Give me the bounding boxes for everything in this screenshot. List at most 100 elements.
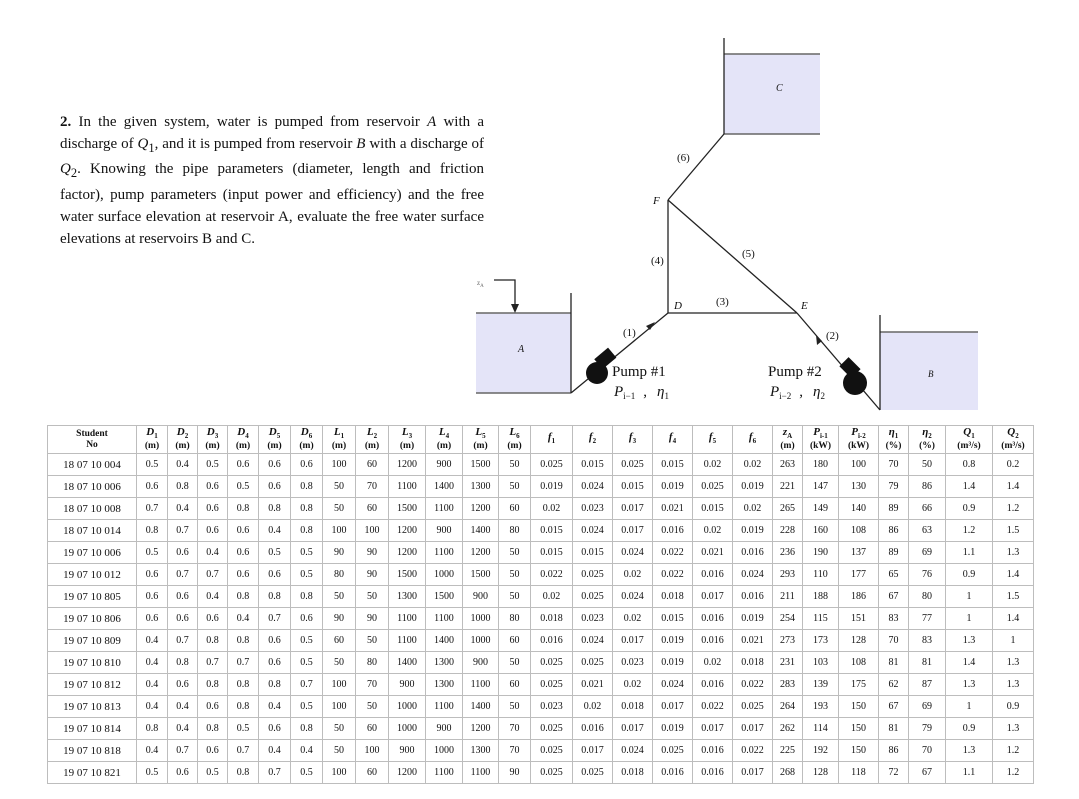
table-cell: 0.8 [258, 585, 291, 608]
table-cell: 0.022 [732, 673, 773, 696]
table-cell: 69 [908, 541, 946, 564]
header-l5: L5 (m) [462, 425, 499, 454]
table-cell: 0.016 [692, 673, 733, 696]
table-cell: 0.019 [652, 651, 693, 674]
reservoir-a-ref: A [427, 114, 437, 130]
table-cell: 0.6 [227, 519, 259, 542]
table-cell: 65 [878, 563, 909, 586]
table-cell: 60 [355, 497, 389, 520]
table-cell: 0.6 [258, 453, 291, 476]
table-cell: 80 [908, 585, 946, 608]
table-cell: 0.024 [612, 541, 653, 564]
table-header-row: Student No D1 (m) D2 (m) D3 (m) D4 (m) D5 (m) D6 (m) L… [47, 425, 1034, 454]
table-cell: 0.025 [652, 739, 693, 762]
table-cell: 70 [878, 629, 909, 652]
table-cell: 1 [992, 629, 1034, 652]
table-row: 19 07 10 805 0.6 0.6 0.4 0.8 0.8 0.8 50 50 1300 15… [47, 585, 1034, 608]
student-no-cell: 19 07 10 012 [47, 563, 137, 586]
table-cell: 1200 [388, 519, 426, 542]
table-cell: 0.6 [167, 541, 198, 564]
table-cell: 175 [838, 673, 879, 696]
table-cell: 0.6 [197, 519, 228, 542]
table-cell: 0.6 [227, 563, 259, 586]
table-cell: 900 [388, 739, 426, 762]
header-pi2: Pi-2 (kW) [838, 425, 879, 454]
table-cell: 114 [802, 717, 839, 740]
table-cell: 0.7 [290, 673, 323, 696]
table-cell: 0.5 [227, 475, 259, 498]
table-cell: 0.5 [258, 541, 291, 564]
za-arrow [494, 279, 516, 309]
table-cell: 1200 [462, 717, 499, 740]
table-cell: 0.015 [652, 453, 693, 476]
table-cell: 62 [878, 673, 909, 696]
table-cell: 1400 [425, 475, 463, 498]
table-cell: 0.024 [572, 629, 613, 652]
student-no-cell: 18 07 10 006 [47, 475, 137, 498]
table-cell: 89 [878, 541, 909, 564]
table-cell: 1.5 [992, 585, 1034, 608]
table-cell: 0.4 [136, 651, 168, 674]
table-cell: 50 [355, 629, 389, 652]
table-cell: 0.025 [572, 651, 613, 674]
student-no-cell: 19 07 10 006 [47, 541, 137, 564]
table-cell: 0.6 [136, 563, 168, 586]
table-cell: 0.5 [136, 453, 168, 476]
table-cell: 1 [945, 585, 993, 608]
table-row: 19 07 10 012 0.6 0.7 0.7 0.6 0.6 0.5 80 90 1500 10… [47, 563, 1034, 586]
table-cell: 50 [498, 453, 531, 476]
table-cell: 0.6 [167, 673, 198, 696]
table-cell: 81 [878, 717, 909, 740]
table-cell: 1400 [388, 651, 426, 674]
table-cell: 0.2 [992, 453, 1034, 476]
node-f-label: F [652, 195, 660, 207]
header-d5: D5 (m) [258, 425, 291, 454]
table-cell: 0.8 [227, 497, 259, 520]
table-cell: 1.2 [992, 497, 1034, 520]
table-cell: 1300 [388, 585, 426, 608]
table-cell: 0.018 [652, 585, 693, 608]
header-l2: L2 (m) [355, 425, 389, 454]
table-cell: 0.8 [227, 585, 259, 608]
reservoir-b-ref: B [356, 135, 366, 152]
table-cell: 1.2 [992, 739, 1034, 762]
table-cell: 100 [322, 519, 356, 542]
table-cell: 0.4 [197, 585, 228, 608]
table-cell: 0.9 [945, 563, 993, 586]
table-cell: 0.018 [530, 607, 573, 630]
table-cell: 69 [908, 695, 946, 718]
table-cell: 0.6 [227, 453, 259, 476]
table-cell: 262 [772, 717, 803, 740]
table-cell: 50 [498, 563, 531, 586]
table-cell: 0.023 [572, 497, 613, 520]
header-d1: D1 (m) [136, 425, 168, 454]
table-cell: 0.025 [530, 761, 573, 784]
table-cell: 0.4 [290, 739, 323, 762]
table-cell: 0.5 [136, 761, 168, 784]
table-row: 19 07 10 813 0.4 0.4 0.6 0.8 0.4 0.5 100 50 1000 1… [47, 695, 1034, 718]
table-cell: 60 [322, 629, 356, 652]
q-sub: 2 [70, 166, 78, 181]
table-cell: 0.017 [612, 497, 653, 520]
table-cell: 0.9 [945, 497, 993, 520]
table-cell: 0.6 [258, 475, 291, 498]
table-row: 18 07 10 014 0.8 0.7 0.6 0.6 0.4 0.8 100 100 1200… [47, 519, 1034, 542]
table-cell: 0.8 [945, 453, 993, 476]
header-pi1: Pi-1 (kW) [802, 425, 839, 454]
pipe-1-label: (1) [623, 327, 636, 339]
table-cell: 1 [945, 607, 993, 630]
table-cell: 0.019 [732, 519, 773, 542]
table-cell: 0.8 [197, 629, 228, 652]
table-cell: 0.6 [136, 475, 168, 498]
table-cell: 0.016 [692, 629, 733, 652]
table-cell: 0.7 [197, 651, 228, 674]
table-cell: 900 [425, 453, 463, 476]
table-cell: 77 [908, 607, 946, 630]
pipe-5-label: (5) [742, 248, 755, 260]
table-cell: 211 [772, 585, 803, 608]
table-cell: 900 [425, 519, 463, 542]
student-no-cell: 19 07 10 806 [47, 607, 137, 630]
table-cell: 236 [772, 541, 803, 564]
table-cell: 0.5 [197, 453, 228, 476]
table-cell: 81 [908, 651, 946, 674]
